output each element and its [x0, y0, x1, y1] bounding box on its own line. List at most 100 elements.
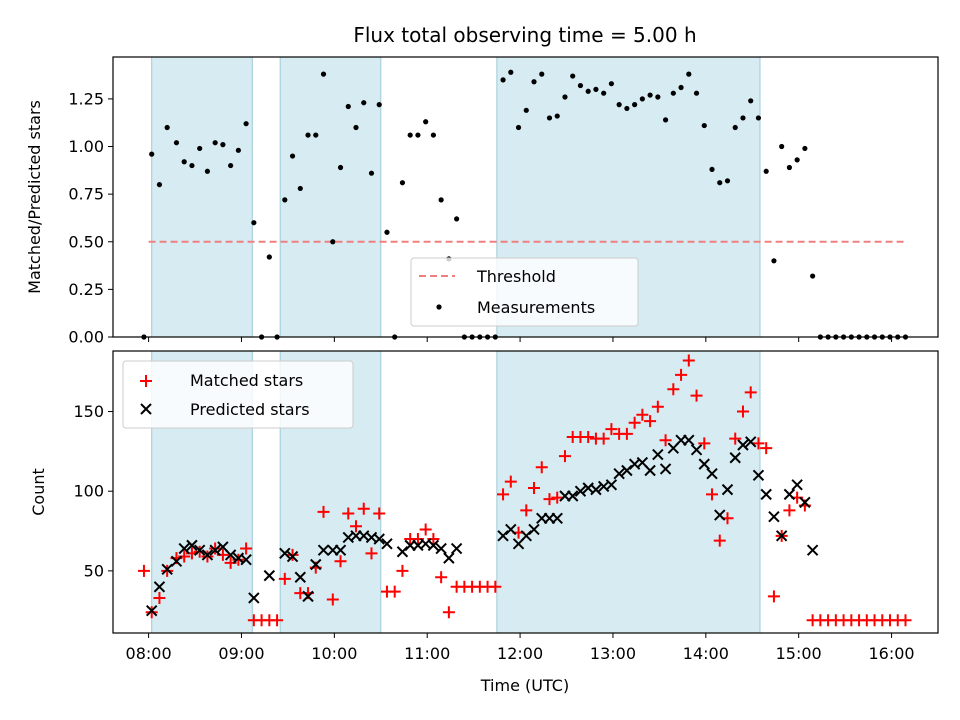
measurement-point: [313, 132, 319, 138]
measurement-point: [833, 334, 839, 340]
matched-stars-point: [605, 423, 618, 436]
matched-stars-point: [760, 442, 773, 455]
matched-stars-point: [153, 591, 166, 604]
matched-stars-point: [528, 482, 541, 495]
measurement-point: [454, 216, 460, 222]
y-tick-label: 0.50: [68, 232, 104, 251]
y-tick-label: 0.75: [68, 185, 104, 204]
matched-stars-point: [419, 523, 432, 536]
measurement-point: [879, 334, 885, 340]
measurement-point: [554, 113, 560, 119]
measurement-point: [376, 102, 382, 108]
matched-stars-point: [690, 389, 703, 402]
measurement-point: [632, 102, 638, 108]
measurement-point: [156, 182, 163, 188]
matched-stars-point: [706, 488, 719, 501]
measurement-point: [531, 79, 537, 85]
count-panel: Count Time (UTC) 50 100 150 08:00 09:00 10:0…: [29, 350, 939, 695]
predicted-stars-point: [310, 558, 322, 571]
measurement-point: [430, 132, 437, 138]
matched-stars-point: [342, 507, 355, 520]
measurement-point: [647, 92, 653, 98]
measurement-point: [477, 334, 483, 340]
matched-stars-point: [713, 534, 726, 547]
matched-stars-point: [551, 491, 564, 504]
matched-stars-point: [271, 614, 284, 627]
matched-stars-point: [698, 437, 711, 450]
matched-stars-point: [161, 564, 174, 577]
matched-stars-point: [682, 354, 695, 367]
measurements-legend-marker: [436, 304, 442, 310]
measurement-point: [662, 117, 669, 123]
measurement-point: [274, 334, 280, 340]
matched-stars-point: [388, 585, 401, 598]
y-tick-label: 1.25: [68, 89, 104, 108]
matched-stars-point: [357, 502, 370, 515]
measurement-point: [810, 273, 816, 279]
measurement-point: [407, 132, 413, 138]
ratio-x-ticks: [148, 337, 893, 342]
matched-stars-point: [535, 461, 548, 474]
predicted-stars-point: [791, 479, 803, 491]
y-tick-label: 50: [84, 561, 104, 580]
predicted-stars-point: [605, 479, 618, 491]
measurement-point: [508, 69, 514, 75]
predicted-stars-point: [683, 434, 695, 446]
predicted-stars-point: [714, 509, 726, 521]
measurement-point: [748, 98, 754, 104]
predicted-stars-point: [240, 554, 252, 566]
matched-stars-point: [651, 400, 664, 413]
measurement-point: [368, 170, 375, 176]
matched-stars-point: [767, 590, 780, 603]
measurement-point: [755, 115, 762, 121]
y-tick-label: 0.25: [68, 280, 104, 299]
measurement-point: [320, 71, 327, 77]
measurement-point: [149, 151, 155, 157]
count-legend-box: [122, 360, 354, 429]
predicted-stars-point: [775, 530, 788, 542]
predicted-stars-point: [450, 542, 463, 555]
measurement-point: [593, 86, 599, 92]
measurement-point: [282, 197, 288, 203]
measurement-point: [438, 197, 444, 203]
predicted-stars-point: [248, 592, 260, 604]
measurement-point: [771, 258, 777, 264]
predicted-stars-point: [186, 539, 198, 552]
measurement-point: [539, 71, 545, 77]
measurement-point: [515, 124, 522, 131]
x-tick-label: 11:00: [404, 644, 450, 663]
measurement-point: [848, 334, 854, 340]
measurement-point: [461, 334, 467, 340]
measurement-point: [484, 334, 491, 340]
measurement-point: [601, 90, 607, 96]
measurement-point: [895, 334, 901, 340]
measurement-point: [608, 81, 615, 87]
count-y-ticks: 50 100 150: [73, 402, 113, 580]
matched-stars-point: [286, 548, 299, 561]
measurement-point: [330, 239, 336, 245]
measurement-point: [141, 334, 147, 340]
predicted-stars-point: [286, 550, 299, 563]
matched-stars-point: [137, 564, 150, 577]
measurement-point: [570, 73, 576, 79]
predicted-stars-point: [435, 542, 447, 555]
matched-stars-point: [659, 434, 672, 447]
predicted-stars-point: [644, 464, 656, 477]
y-tick-label: 100: [73, 482, 104, 501]
matched-stars-point: [317, 505, 330, 518]
predicted-stars-point: [574, 485, 587, 497]
matched-stars-point: [278, 572, 291, 585]
measurement-point: [802, 145, 808, 152]
predicted-stars-point: [729, 452, 741, 464]
measurement-point: [825, 334, 831, 340]
shaded-interval: [279, 56, 382, 338]
measurement-point: [616, 102, 622, 108]
matched-stars-point: [628, 416, 641, 429]
measurement-point: [864, 334, 870, 340]
matched-stars-point: [783, 504, 796, 517]
predicted-stars-point: [153, 581, 166, 593]
y-tick-label: 150: [73, 402, 104, 421]
measurement-point: [492, 334, 498, 340]
matched-stars-point: [675, 368, 688, 381]
measurement-point: [220, 142, 226, 148]
